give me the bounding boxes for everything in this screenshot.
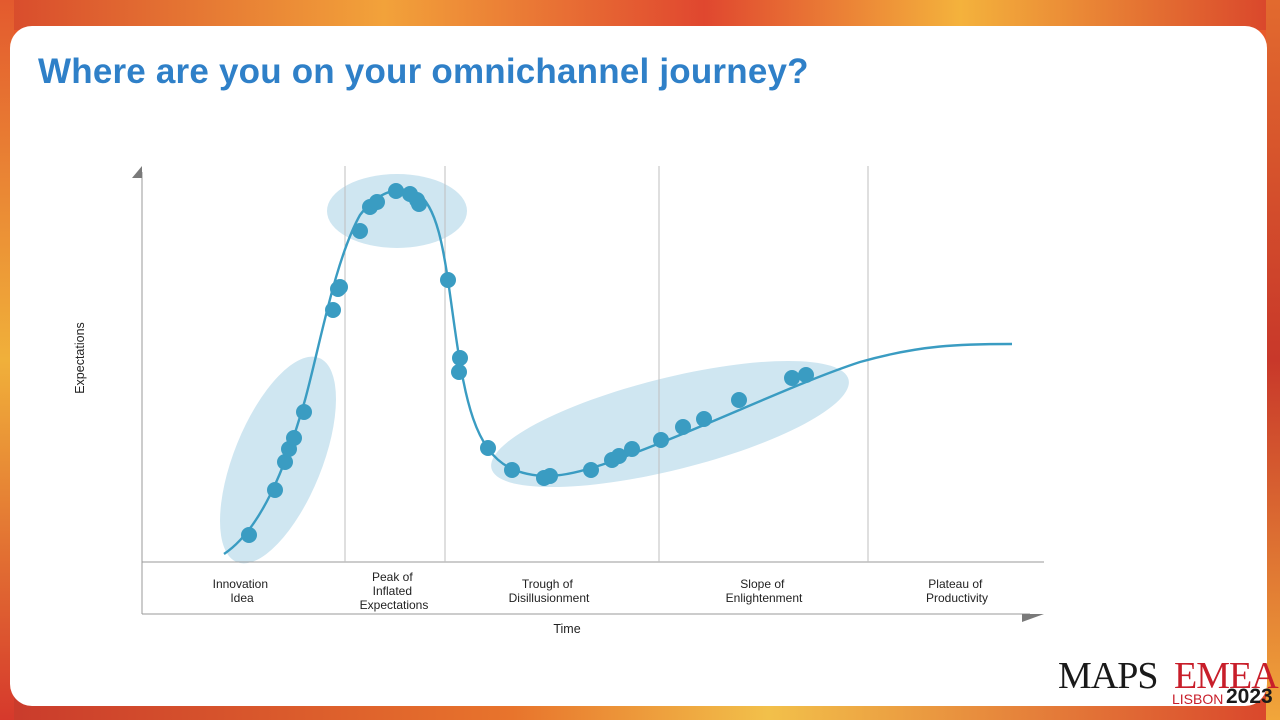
x-axis-label: Time [553,622,580,636]
slope-highlight [491,360,849,488]
hype-curve [223,188,1013,555]
hype-point [325,302,341,318]
hype-point [798,367,814,383]
x-axis-arrow [1022,614,1044,622]
hype-point [583,462,599,478]
hype-point [296,404,312,420]
hype-point [731,392,747,408]
hype-point [241,527,257,543]
maps-emea-logo: MAPS EMEA LISBON 2023 [1056,646,1279,710]
hype-point [675,419,691,435]
hype-point [480,440,496,456]
slide-card [10,26,1267,706]
hype-point [784,370,800,386]
hype-point [611,448,627,464]
logo-lisbon-text: LISBON [1172,691,1224,707]
y-axis-arrow [132,166,142,178]
y-axis-label: Expectations [73,322,87,394]
hype-points [241,183,814,543]
hype-point [369,194,385,210]
hype-point [653,432,669,448]
phase-label-innovation: Innovation Idea [213,577,272,605]
hype-point [267,482,283,498]
hype-point [504,462,520,478]
phase-label-peak: Peak of Inflated Expectations [360,570,429,612]
hype-point [451,364,467,380]
hype-point [388,183,404,199]
hype-point [440,272,456,288]
phase-label-trough: Trough of Disillusionment [509,577,590,605]
hype-point [411,196,427,212]
hype-point [352,223,368,239]
logo-maps-text: MAPS [1058,655,1158,697]
hype-point [452,350,468,366]
hype-point [542,468,558,484]
hype-point [332,279,348,295]
slide-title: Where are you on your omnichannel journe… [38,52,809,91]
hype-point [277,454,293,470]
phase-label-slope: Slope of Enlightenment [726,577,803,605]
logo-emea-text: EMEA [1174,655,1279,697]
hype-point [696,411,712,427]
hype-point [624,441,640,457]
hype-point [286,430,302,446]
logo-year-text: 2023 [1226,685,1273,708]
phase-label-plateau: Plateau of Productivity [926,577,988,605]
